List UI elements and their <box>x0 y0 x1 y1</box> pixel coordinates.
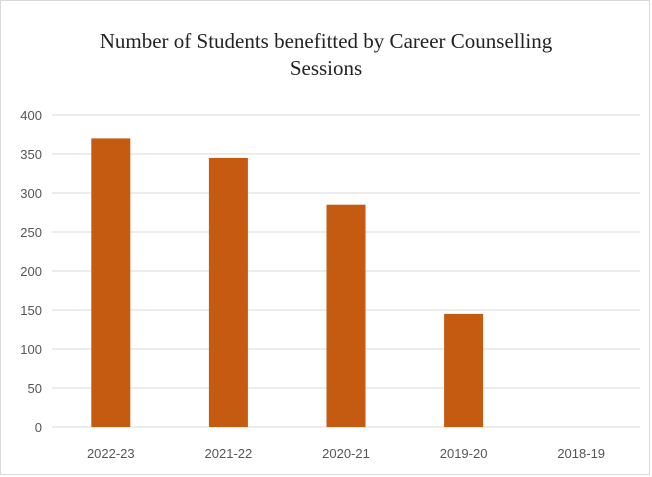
y-tick-label: 150 <box>20 303 42 318</box>
y-tick-label: 300 <box>20 186 42 201</box>
x-tick-label: 2020-21 <box>322 446 370 461</box>
chart-title: Number of Students benefitted by Career … <box>99 29 553 80</box>
y-tick-label: 400 <box>20 108 42 123</box>
x-tick-label: 2019-20 <box>440 446 488 461</box>
bar-2022-23 <box>91 138 131 427</box>
bar-2019-20 <box>444 313 484 427</box>
x-tick-label: 2018-19 <box>557 446 605 461</box>
y-tick-label: 350 <box>20 147 42 162</box>
y-tick-label: 50 <box>28 381 42 396</box>
bar-2021-22 <box>208 157 248 427</box>
y-tick-label: 0 <box>35 420 42 435</box>
x-tick-label: 2021-22 <box>205 446 253 461</box>
bar-2020-21 <box>326 204 366 427</box>
x-axis-ticks: 2022-23 2021-22 2020-21 2019-20 2018-19 <box>87 446 605 461</box>
y-axis-ticks: 0 50 100 150 200 250 300 350 400 <box>20 108 42 435</box>
x-tick-label: 2022-23 <box>87 446 135 461</box>
bars <box>91 138 484 427</box>
y-tick-label: 250 <box>20 225 42 240</box>
y-tick-label: 200 <box>20 264 42 279</box>
y-tick-label: 100 <box>20 342 42 357</box>
